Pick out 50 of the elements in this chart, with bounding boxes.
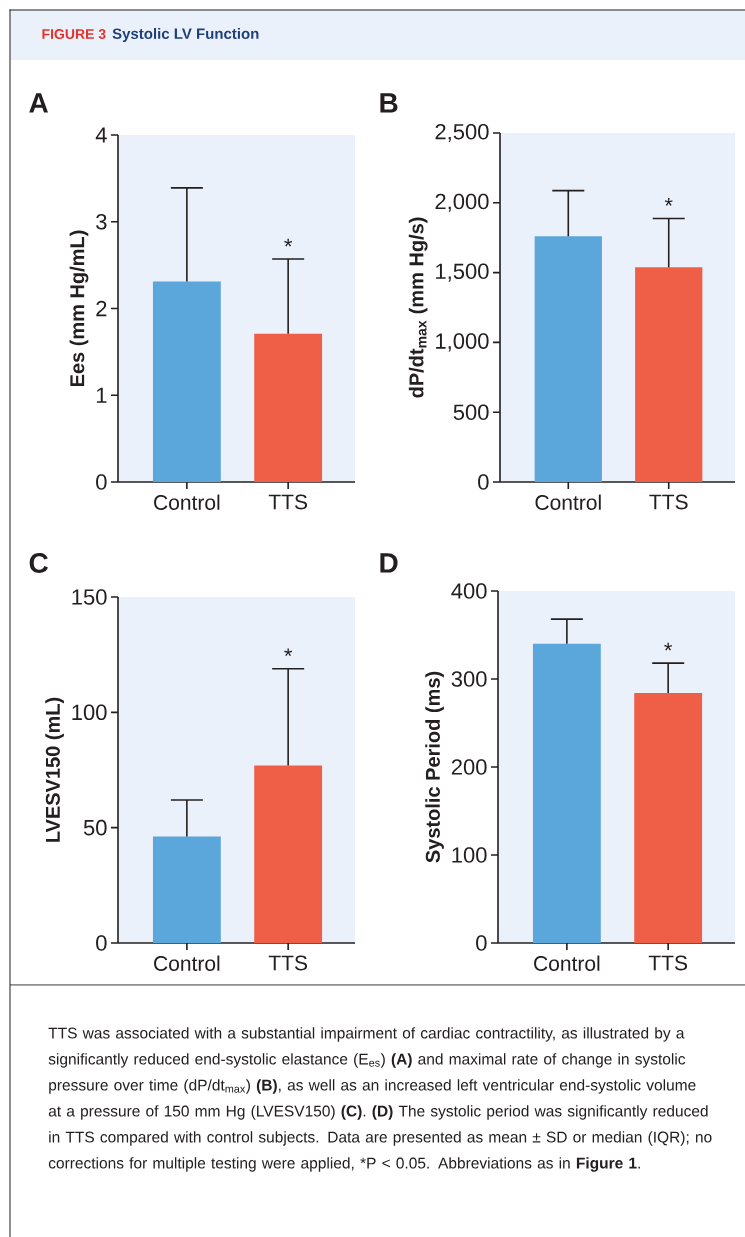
y-tick-label: 400	[451, 583, 487, 599]
chart-title: A	[29, 93, 49, 113]
y-axis-title: Ees (mm Hg/mL)	[69, 230, 89, 387]
y-tick-label: 50	[83, 819, 107, 836]
annotation: *	[664, 642, 673, 651]
text: significantly reduced end-systolic elastance (E$_{es}$) (A) and maximal rate of change in systolic	[48, 1053, 686, 1068]
y-tick-label: 3	[96, 213, 107, 230]
y-tick-label: 0	[478, 474, 489, 490]
y-tick-label: 1,000	[436, 333, 489, 352]
y-tick-label: 500	[453, 404, 489, 420]
y-tick-label: 2,000	[435, 193, 489, 212]
y-tick-label: 1,500	[436, 263, 489, 282]
text: at a pressure of 150 mm Hg (LVESV150) (C). (D) The systolic period was significantly reduced	[48, 1105, 708, 1120]
y-tick-label: 2,500	[435, 123, 489, 143]
text: in TTS compared with control subjects. Data are presented as mean ± SD or median (IQR); no	[49, 1131, 712, 1146]
annotation: *	[284, 238, 293, 247]
y-axis-title: dP/dt$_{max}$ (mm Hg/s)	[408, 217, 428, 398]
chart-title: B	[380, 93, 398, 113]
text: TTS was associated with a substantial impairment of cardiac contractility, as illustrated by a	[48, 1027, 685, 1042]
text: pressure over time (dP/dt$_{max}$) (B), as well as an increased left ventricular end-systolic volume	[49, 1079, 696, 1094]
x-tick-label: TTS	[268, 494, 308, 510]
y-tick-label: 0	[96, 935, 107, 951]
y-tick-label: 150	[72, 589, 107, 605]
caption: FIGURE 3	[42, 29, 106, 40]
y-tick-label: 2	[96, 300, 107, 317]
x-tick-label: TTS	[268, 955, 308, 971]
y-tick-label: 0	[476, 935, 487, 951]
x-tick-label: Control	[535, 494, 601, 510]
text: corrections for multiple testing were applied,	[48, 1157, 354, 1172]
x-tick-label: Control	[534, 955, 600, 971]
y-tick-label: 200	[451, 759, 487, 775]
y-tick-label: 100	[72, 704, 107, 721]
x-tick-label: Control	[154, 494, 220, 510]
x-tick-label: TTS	[649, 494, 688, 510]
y-tick-label: 100	[452, 847, 487, 863]
text: *P < 0.05.	[360, 1157, 429, 1169]
x-tick-label: Control	[154, 955, 220, 971]
y-tick-label: 1	[96, 387, 107, 403]
y-tick-label: 0	[96, 474, 107, 490]
y-tick-label: 4	[95, 127, 107, 143]
annotation: *	[284, 648, 293, 657]
annotation: *	[664, 198, 673, 206]
y-axis-title: LVESV150 (mL)	[45, 697, 64, 842]
text: Abbreviations as in Figure 1.	[438, 1157, 640, 1172]
y-axis-title: Systolic Period (ms)	[425, 671, 444, 863]
text: Systolic LV Function	[112, 28, 259, 42]
chart-title: D	[380, 553, 398, 573]
y-tick-label: 300	[451, 671, 487, 687]
x-tick-label: TTS	[648, 955, 688, 971]
chart-title: C	[29, 553, 48, 573]
